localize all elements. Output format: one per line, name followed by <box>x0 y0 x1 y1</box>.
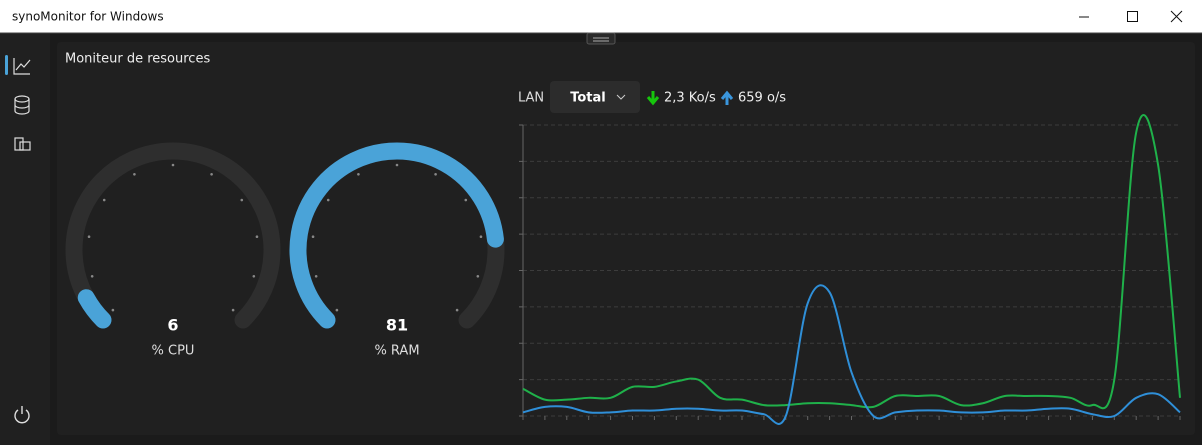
gauge-dot <box>252 274 256 278</box>
window-title: synoMonitor for Windows <box>12 10 164 24</box>
gauge-dot <box>479 235 483 239</box>
panel <box>57 42 1195 435</box>
gauge-dot <box>434 172 437 176</box>
upload-icon <box>720 90 734 105</box>
gauge-dot <box>455 308 459 312</box>
gauge-dot <box>210 172 213 176</box>
sidebar <box>0 34 50 445</box>
gauge-value: 81 <box>386 316 408 335</box>
gauge-dot <box>311 235 315 239</box>
gauge-value-arc <box>77 289 112 329</box>
download-speed: 2,3 Ko/s <box>664 91 716 106</box>
gauge-dot <box>90 274 94 278</box>
gauge-dot <box>231 308 235 312</box>
title-bar <box>0 0 1202 33</box>
gauge-dot <box>87 235 91 239</box>
gauge-dot <box>111 308 115 312</box>
gauge-value-arc <box>289 142 504 329</box>
nav-devices[interactable] <box>14 137 31 151</box>
gauge-dot <box>464 198 468 202</box>
interface-dropdown[interactable]: Total <box>550 81 640 113</box>
network-label: LAN <box>518 91 544 106</box>
close-button[interactable] <box>1170 10 1183 23</box>
gauge-dot <box>395 163 399 167</box>
gauge-dot <box>171 163 175 167</box>
gauge-value: 6 <box>167 316 178 335</box>
gauge-label: % CPU <box>152 344 195 359</box>
nav-storage[interactable] <box>14 95 30 115</box>
panel-title: Moniteur de resources <box>65 52 210 67</box>
network-chart <box>519 114 1181 425</box>
series-line <box>522 284 1181 425</box>
gauge-dot <box>476 274 480 278</box>
maximize-button[interactable] <box>1127 11 1138 22</box>
gauge-track <box>65 142 281 329</box>
gauge-dot <box>326 198 330 202</box>
gauge-dot <box>133 172 136 176</box>
gauge-dot <box>240 198 244 202</box>
upload-speed: 659 o/s <box>738 91 786 106</box>
drag-handle-lines <box>593 37 609 42</box>
gauge-dot <box>255 235 259 239</box>
gauge-dot <box>102 198 106 202</box>
nav-indicator <box>5 55 8 75</box>
gauge-label: % RAM <box>374 344 419 359</box>
dropdown-value: Total <box>570 91 606 106</box>
nav-monitor[interactable] <box>13 58 31 75</box>
power-button[interactable] <box>14 406 30 424</box>
gauge-dot <box>335 308 339 312</box>
series-line <box>522 114 1181 410</box>
gauge-dot <box>357 172 360 176</box>
download-icon <box>646 91 660 106</box>
gauge-dot <box>314 274 318 278</box>
gauges: 6 % CPU 81 % RAM <box>65 142 505 359</box>
